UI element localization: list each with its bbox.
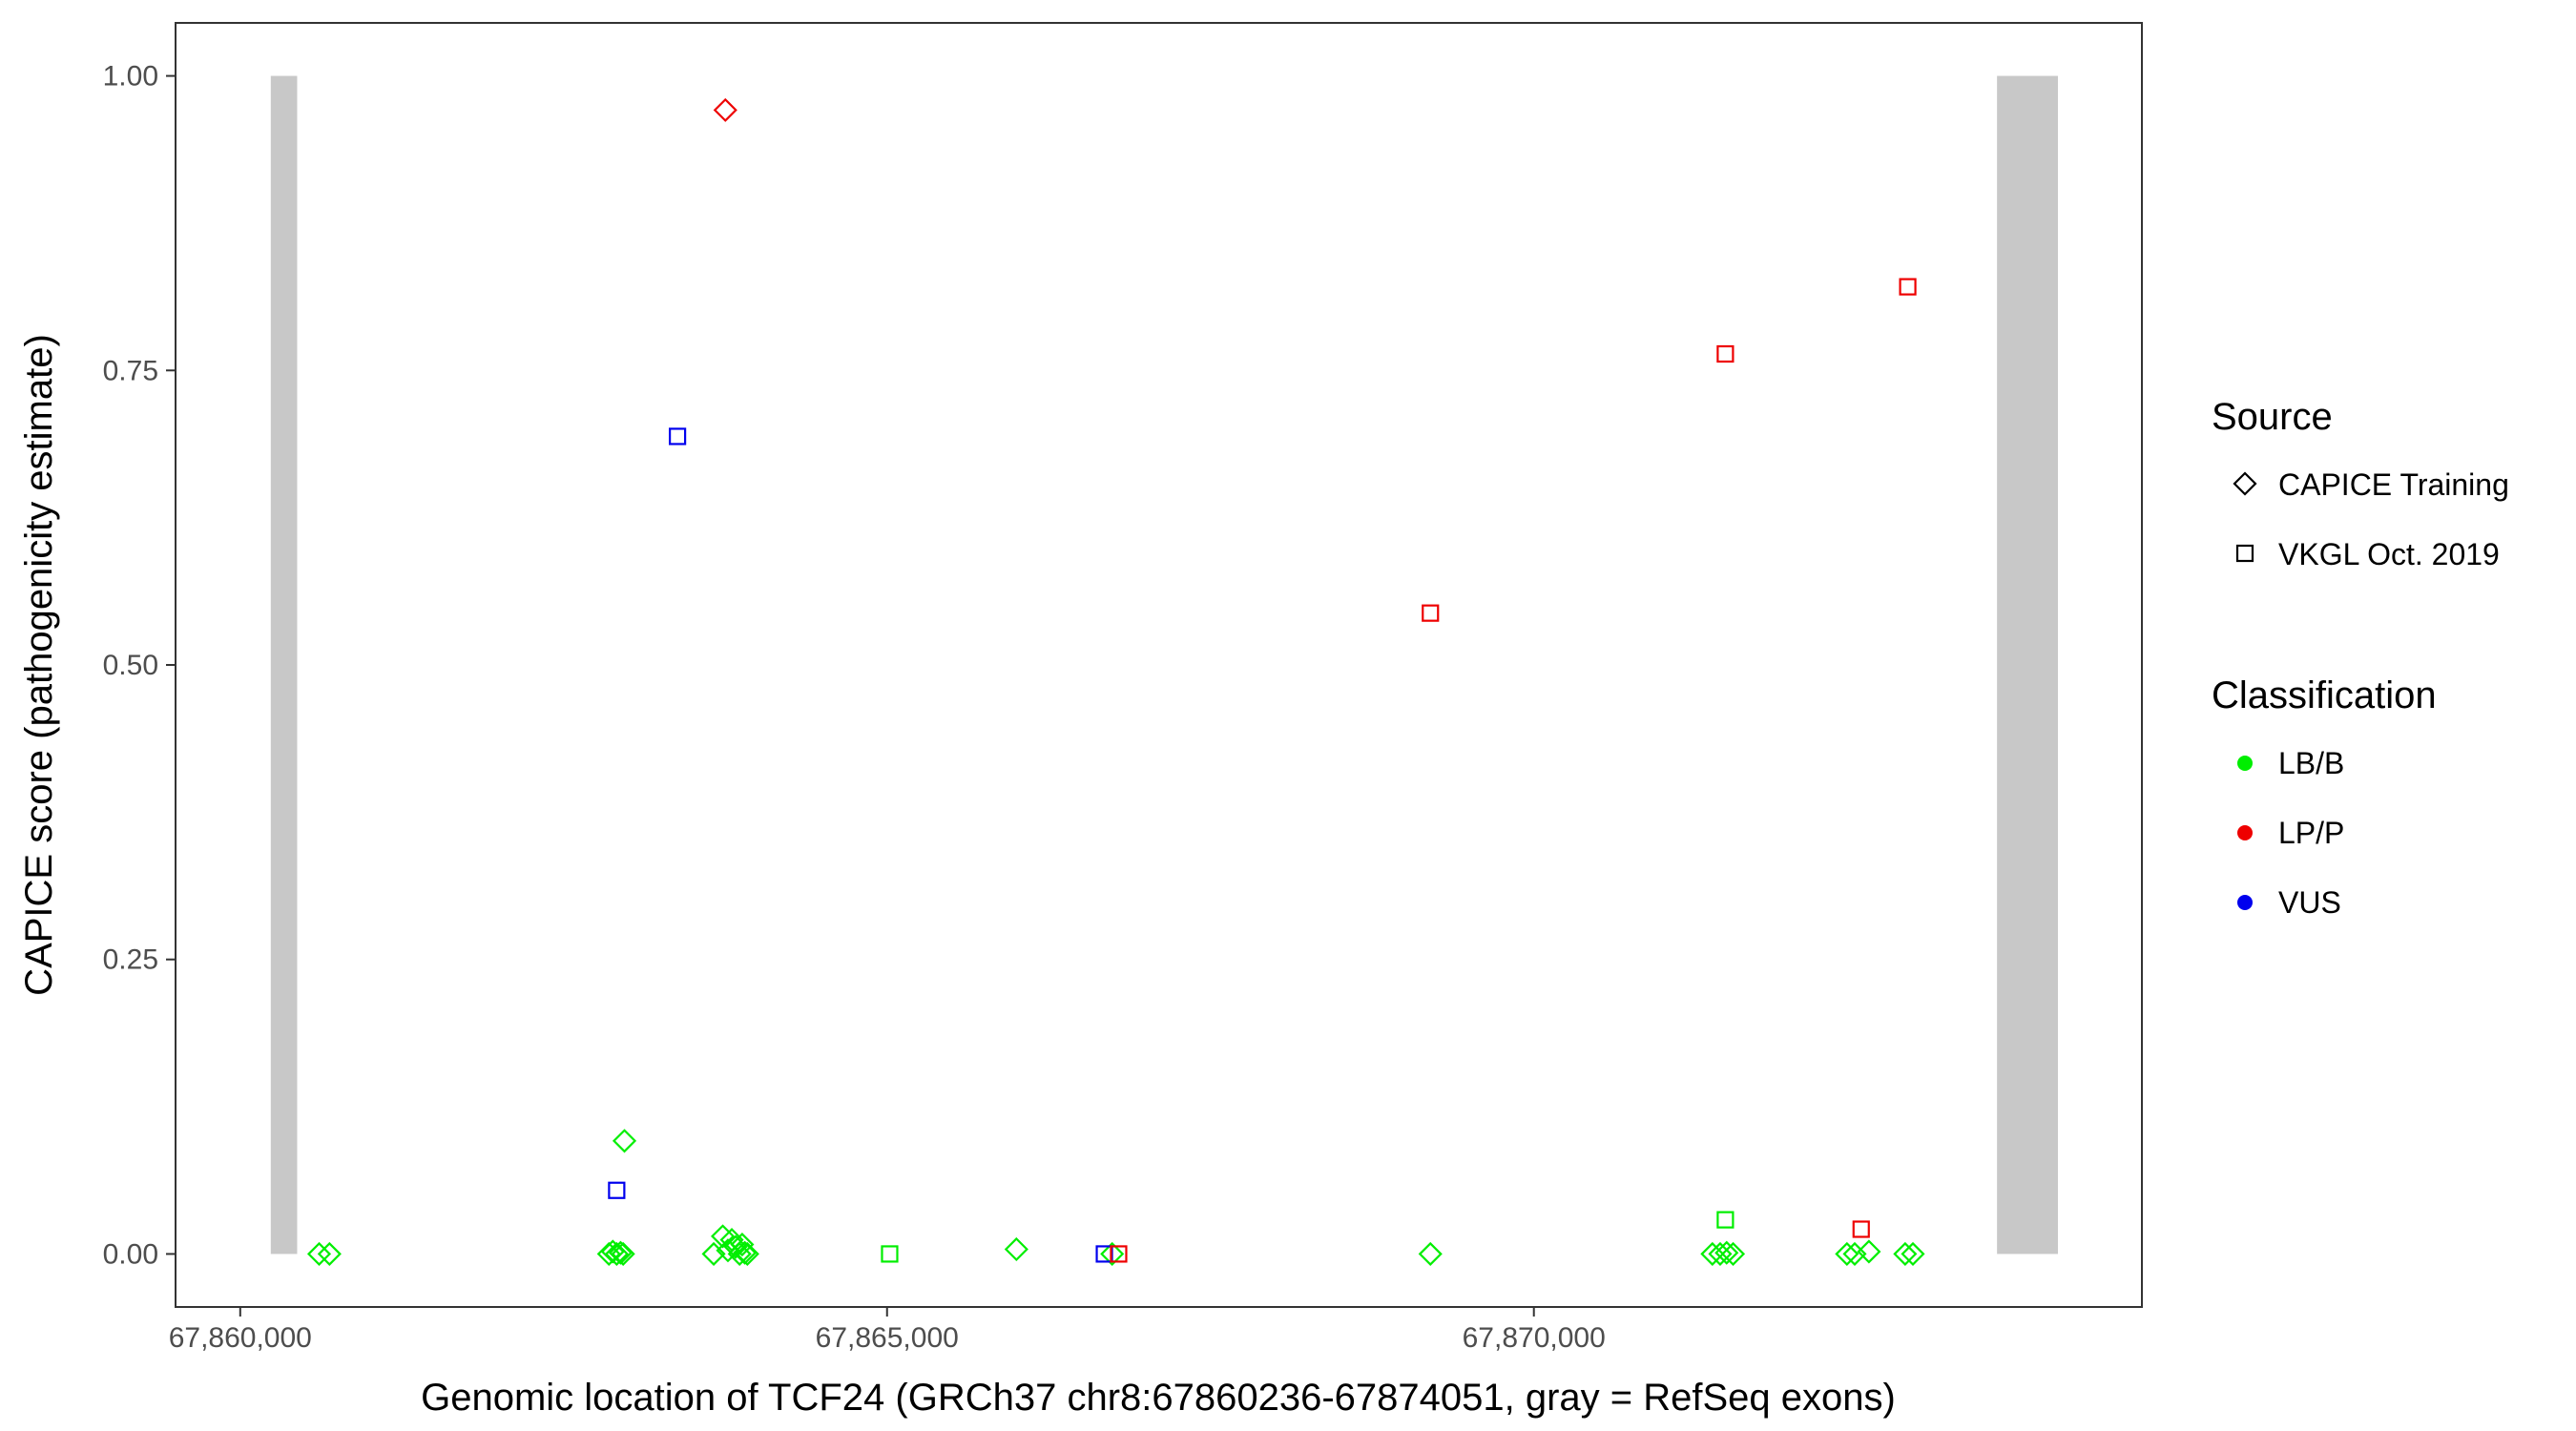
point-layer	[306, 97, 1925, 1266]
legend-classification-label-lbb: LB/B	[2278, 746, 2344, 780]
exon-layer	[270, 75, 2059, 1255]
legend-dot-icon	[2237, 756, 2253, 771]
legend-diamond-icon	[2233, 471, 2257, 496]
legend-classification-item-vus: VUS	[2237, 885, 2341, 920]
legend-square-icon	[2235, 544, 2254, 563]
data-point-square	[668, 427, 687, 446]
data-point-diamond	[713, 97, 737, 122]
data-point-diamond	[306, 1241, 332, 1266]
legend-dot-icon	[2237, 825, 2253, 840]
data-point-diamond	[317, 1241, 342, 1266]
data-point-diamond	[1857, 1239, 1881, 1264]
x-axis: 67,860,000 67,865,000 67,870,000	[169, 1307, 1606, 1354]
legend-source-item-capice-training: CAPICE Training	[2233, 467, 2509, 502]
legend-source-title: Source	[2212, 396, 2333, 438]
data-point-square	[1110, 1245, 1128, 1263]
plot-panel-background	[176, 23, 2142, 1307]
y-tick-label: 1.00	[103, 61, 158, 93]
legend-dot-icon	[2237, 895, 2253, 910]
y-axis: 0.00 0.25 0.50 0.75 1.00	[103, 61, 176, 1270]
y-tick-label: 0.00	[103, 1238, 158, 1270]
data-point-square	[1716, 344, 1735, 363]
y-axis-title: CAPICE score (pathogenicity estimate)	[18, 334, 60, 996]
data-point-diamond	[1842, 1241, 1867, 1266]
legend-classification-title: Classification	[2212, 674, 2437, 716]
data-point-diamond	[612, 1129, 637, 1153]
legend-classification-item-lpp: LP/P	[2237, 816, 2344, 850]
exon-bar	[270, 75, 298, 1255]
data-point-diamond	[604, 1241, 629, 1266]
data-point-square	[1716, 1211, 1735, 1229]
legend-source-label-vkgl: VKGL Oct. 2019	[2278, 537, 2500, 571]
data-point-square	[608, 1181, 626, 1199]
legend-source: Source CAPICE Training VKGL Oct. 2019	[2212, 396, 2509, 571]
data-point-diamond	[1835, 1241, 1859, 1266]
x-tick-label: 67,860,000	[169, 1322, 312, 1354]
data-point-diamond	[1901, 1241, 1925, 1266]
data-point-diamond	[735, 1241, 759, 1266]
data-point-square	[1422, 604, 1440, 622]
x-tick-label: 67,870,000	[1463, 1322, 1606, 1354]
legend-classification: Classification LB/B LP/P VUS	[2212, 674, 2437, 920]
data-point-diamond	[611, 1241, 635, 1266]
data-point-diamond	[1004, 1236, 1028, 1262]
y-tick-label: 0.75	[103, 355, 158, 386]
data-point-diamond	[1100, 1241, 1125, 1266]
data-point-diamond	[1720, 1241, 1746, 1266]
y-tick-label: 0.25	[103, 944, 158, 976]
y-tick-label: 0.50	[103, 650, 158, 681]
legend-classification-item-lbb: LB/B	[2237, 746, 2344, 780]
data-point-diamond	[1714, 1240, 1739, 1265]
legend-source-item-vkgl: VKGL Oct. 2019	[2235, 537, 2500, 571]
data-point-square	[1899, 278, 1917, 296]
data-point-square	[1852, 1220, 1870, 1238]
exon-bar	[1997, 75, 2059, 1255]
legend-classification-label-vus: VUS	[2278, 885, 2341, 920]
data-point-diamond	[701, 1241, 726, 1266]
data-point-diamond	[730, 1232, 755, 1257]
legend-classification-label-lpp: LP/P	[2278, 816, 2344, 850]
x-axis-title: Genomic location of TCF24 (GRCh37 chr8:6…	[421, 1377, 1896, 1419]
legend-source-label-capice-training: CAPICE Training	[2278, 467, 2509, 502]
x-tick-label: 67,865,000	[816, 1322, 959, 1354]
data-point-diamond	[1893, 1241, 1918, 1266]
data-point-square	[881, 1245, 899, 1263]
data-point-diamond	[1418, 1241, 1443, 1266]
